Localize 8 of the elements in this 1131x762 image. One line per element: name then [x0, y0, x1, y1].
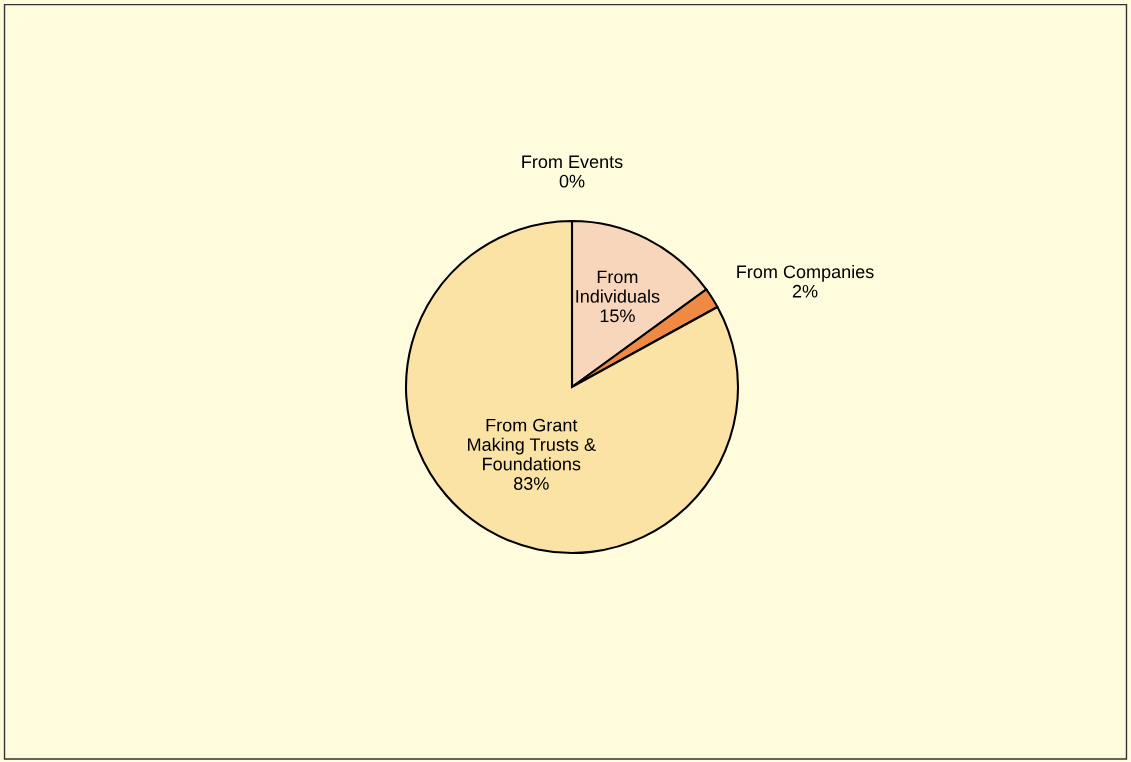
data-label: 83%	[513, 477, 549, 490]
data-label: 2%	[792, 284, 818, 298]
category-label: From Events	[522, 155, 623, 169]
slice-label: From Individuals	[576, 270, 660, 303]
slice-label: From Companies	[737, 264, 874, 282]
text: 0%	[559, 174, 585, 188]
slice-label: From Grant Making Trusts & Foundations	[468, 418, 596, 471]
data-label: 15%	[600, 309, 635, 323]
